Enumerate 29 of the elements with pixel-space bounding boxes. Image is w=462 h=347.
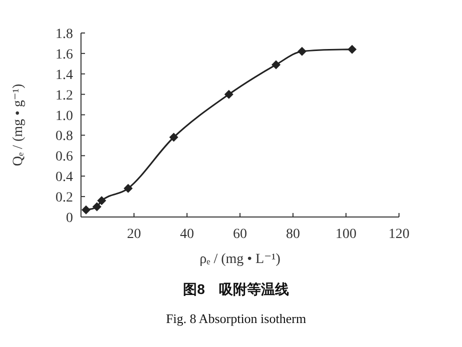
y-tick-label: 0.2 [56, 190, 73, 206]
y-tick-label: 1.6 [56, 47, 73, 62]
x-tick-label: 60 [233, 227, 247, 242]
text: Fig. 8 Absorption isotherm [166, 311, 306, 326]
point [298, 46, 307, 56]
x-tick-label: 120 [388, 227, 410, 242]
y-axis-title: Qₑ / (mg • g⁻¹) [11, 84, 26, 166]
point [348, 44, 357, 54]
x-tick-label: 80 [286, 227, 300, 242]
point [97, 196, 106, 206]
x-axis-title: ρₑ / (mg • L⁻¹) [200, 252, 281, 267]
text: 图8 吸附等温线 [183, 281, 289, 297]
y-tick-label: 1.2 [56, 88, 73, 104]
point [92, 202, 102, 212]
y-tick-label: 1.4 [56, 68, 73, 83]
x-tick-label: 100 [336, 227, 356, 242]
y-tick-label: 1.0 [56, 108, 73, 124]
y-tick-label: 0.4 [56, 170, 73, 186]
point [272, 60, 281, 70]
x-tick-label: 40 [180, 227, 194, 242]
y-tick-label: 0 [66, 211, 73, 226]
x-tick-label: 20 [127, 227, 141, 242]
point [124, 184, 133, 193]
y-tick-label: 1.8 [56, 27, 73, 42]
point [82, 205, 91, 214]
y-tick-label: 0.6 [56, 150, 73, 165]
point [169, 132, 178, 142]
point [224, 90, 234, 99]
y-tick-label: 0.8 [56, 129, 73, 144]
